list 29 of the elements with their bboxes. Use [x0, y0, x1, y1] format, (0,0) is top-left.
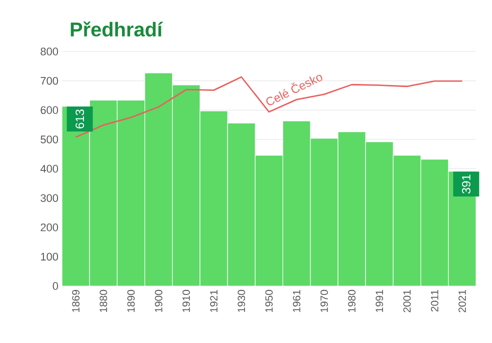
x-tick-label: 1980	[348, 290, 356, 312]
x-tick-label: 2001	[403, 290, 411, 312]
y-tick-label: 0	[52, 282, 58, 290]
x-tick-label: 1910	[182, 290, 190, 312]
x-tick-label: 1880	[100, 290, 108, 312]
x-tick-label: 1921	[210, 290, 218, 312]
data-label: 613	[76, 110, 84, 128]
y-tick-label: 800	[40, 48, 58, 56]
y-tick-label: 300	[40, 194, 58, 202]
x-tick-label: 2021	[458, 290, 466, 312]
data-label: 391	[462, 174, 470, 194]
y-tick-label: 100	[41, 252, 58, 261]
x-tick-label: 1950	[265, 290, 273, 312]
x-tick-label: 2011	[430, 290, 438, 312]
y-tick-label: 500	[40, 136, 58, 144]
text: Celé Česko	[266, 74, 322, 106]
x-tick-label: 1869	[72, 290, 80, 312]
x-tick-label: 1961	[292, 290, 300, 312]
y-tick-label: 700	[40, 76, 58, 85]
y-tick-label: 200	[40, 224, 58, 232]
y-tick-label: 600	[40, 106, 58, 114]
x-tick-label: 1991	[376, 290, 384, 312]
x-tick-label: 1970	[320, 290, 328, 312]
x-tick-label: 1930	[238, 290, 246, 312]
line-series	[75, 76, 463, 138]
x-tick-label: 1900	[154, 290, 162, 312]
chart-title: Předhradí	[70, 21, 164, 37]
y-tick-label: 400	[40, 164, 58, 173]
x-tick-label: 1890	[127, 290, 135, 312]
